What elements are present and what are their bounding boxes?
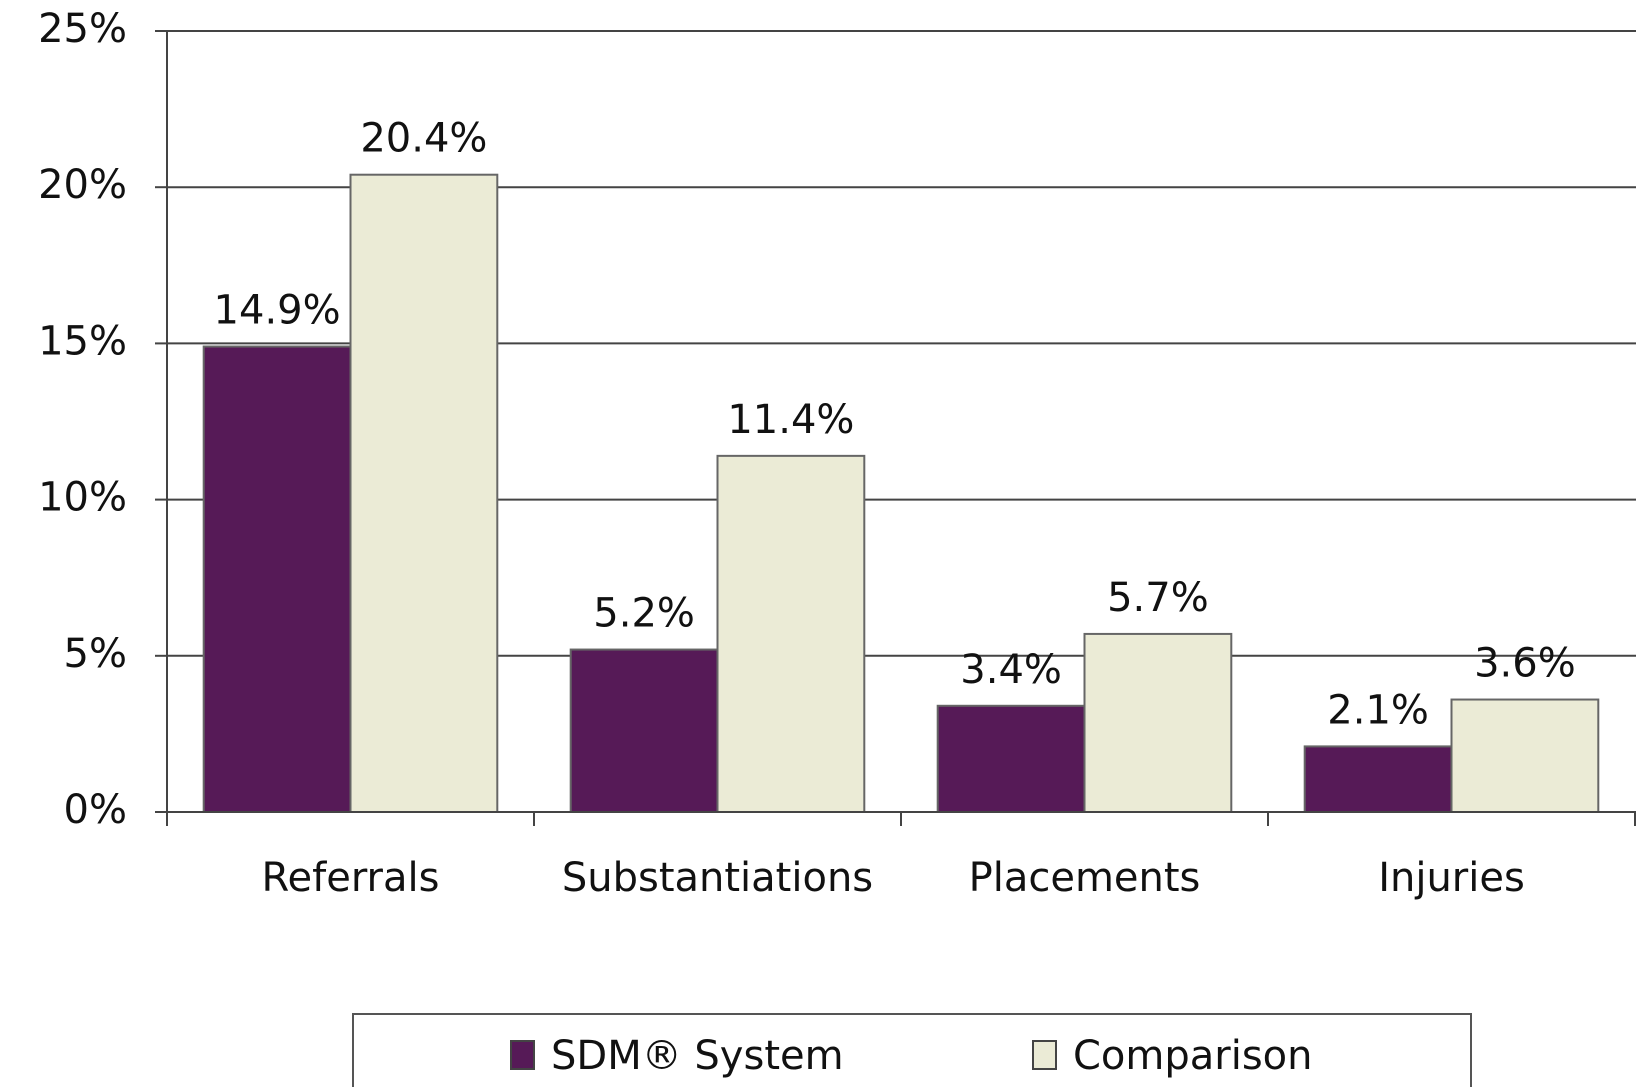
value-label: 2.1% <box>1327 687 1429 733</box>
x-tick-label: Substantiations <box>562 855 873 901</box>
x-tick-label: Placements <box>969 855 1201 901</box>
x-tick-label: Referrals <box>262 855 440 901</box>
y-tick-label: 10% <box>38 475 127 521</box>
y-tick-label: 20% <box>38 162 127 208</box>
y-tick-label: 5% <box>64 631 127 677</box>
y-tick-label: 0% <box>64 787 127 833</box>
legend-swatch <box>510 1040 535 1070</box>
value-label: 14.9% <box>214 288 341 334</box>
value-label: 3.6% <box>1474 641 1576 687</box>
value-label: 5.2% <box>593 591 695 637</box>
bar <box>936 704 1086 813</box>
bar <box>202 345 352 813</box>
value-label: 11.4% <box>727 397 854 443</box>
value-label: 20.4% <box>360 116 487 162</box>
bar <box>1450 698 1600 814</box>
bar <box>349 173 499 814</box>
bar <box>1083 632 1233 813</box>
legend-swatch <box>1032 1040 1057 1070</box>
bar <box>569 648 719 813</box>
y-tick-label: 25% <box>38 6 127 52</box>
x-tick-label: Injuries <box>1378 855 1525 901</box>
value-label: 5.7% <box>1107 575 1209 621</box>
legend-label: Comparison <box>1073 1033 1313 1079</box>
bar <box>1303 745 1453 813</box>
y-tick-label: 15% <box>38 318 127 364</box>
legend-box <box>352 1013 1472 1087</box>
value-label: 3.4% <box>960 647 1062 693</box>
legend-label: SDM® System <box>551 1033 844 1079</box>
bar <box>716 454 866 813</box>
